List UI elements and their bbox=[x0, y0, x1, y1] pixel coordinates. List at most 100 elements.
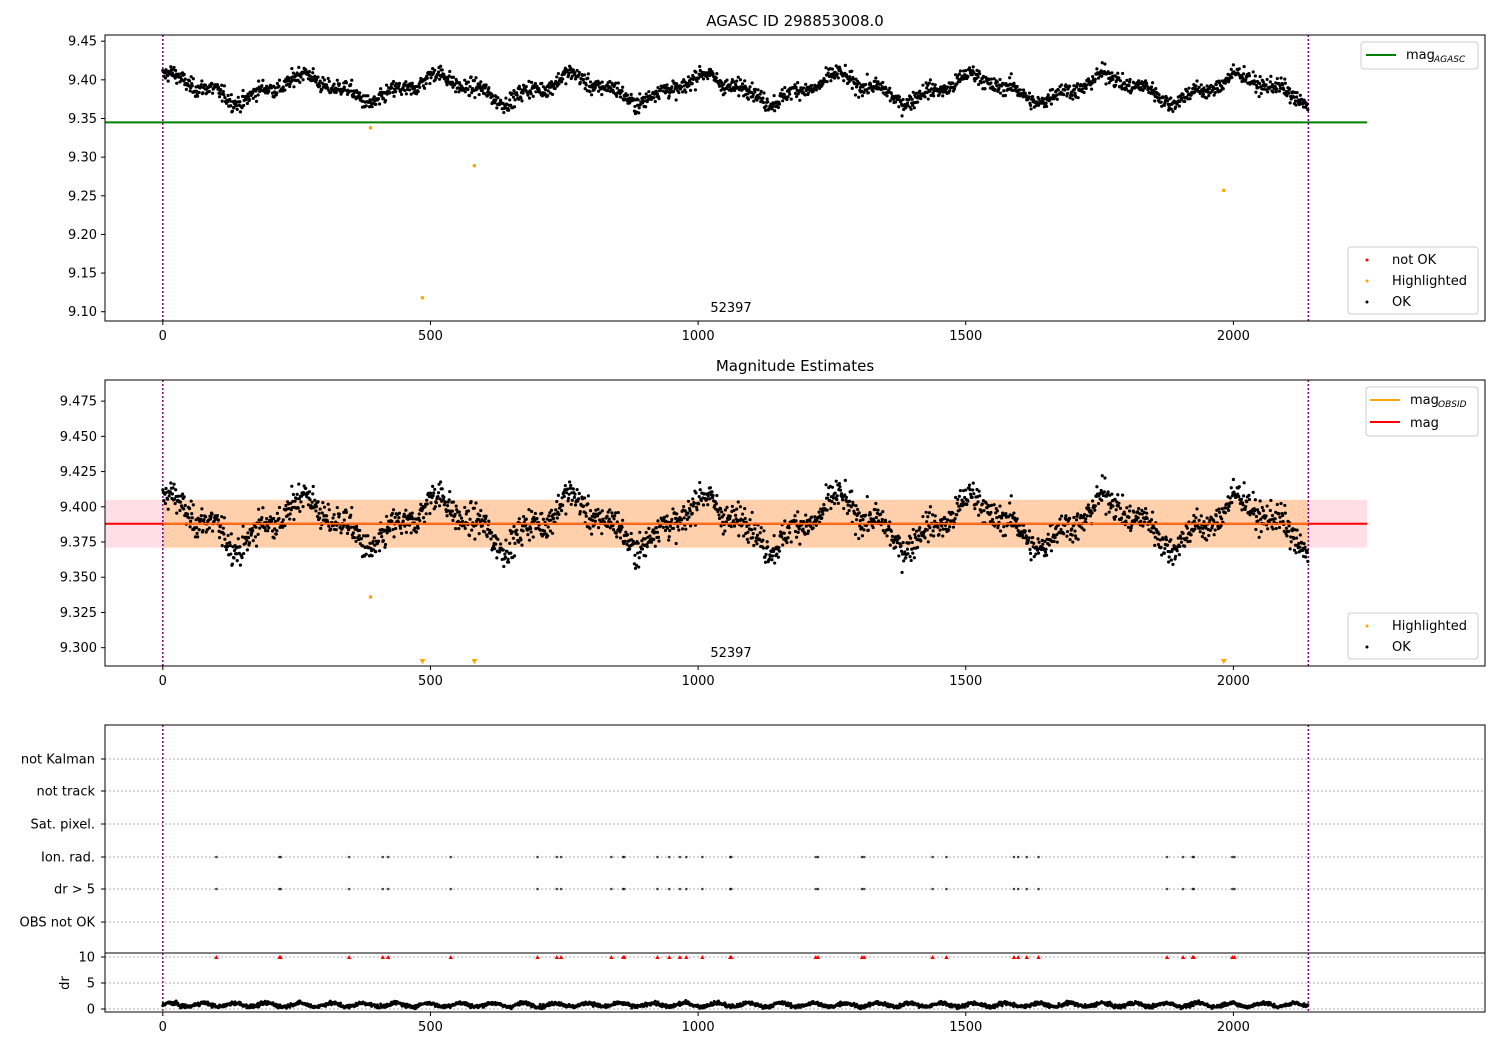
ok-point bbox=[725, 78, 729, 82]
ok-point bbox=[436, 70, 441, 74]
ok-point bbox=[897, 105, 901, 109]
legend-bottom: not OK Highlighted OK bbox=[1347, 246, 1479, 315]
ok-point bbox=[848, 75, 852, 79]
ok-point bbox=[417, 512, 421, 516]
ok-point bbox=[577, 73, 581, 78]
ok-point bbox=[1294, 103, 1298, 107]
ok-point bbox=[275, 511, 279, 515]
ok-point bbox=[738, 78, 742, 82]
ok-point bbox=[1171, 562, 1175, 566]
ok-point bbox=[1062, 93, 1066, 97]
ok-point bbox=[968, 492, 973, 496]
ok-point bbox=[686, 75, 691, 79]
ok-point bbox=[943, 517, 947, 521]
highlighted-point bbox=[1221, 188, 1226, 193]
ok-point bbox=[647, 526, 651, 530]
ok-point bbox=[506, 557, 510, 561]
ok-point bbox=[566, 499, 570, 503]
ok-point bbox=[195, 531, 199, 535]
ok-point bbox=[1009, 72, 1013, 76]
ok-point bbox=[794, 85, 798, 90]
y-tick-label: 9.45 bbox=[68, 35, 97, 50]
ok-point bbox=[447, 498, 451, 502]
ok-point bbox=[1074, 518, 1079, 522]
ok-point bbox=[487, 86, 491, 90]
ok-point bbox=[913, 532, 917, 537]
ok-point bbox=[691, 497, 695, 501]
ok-point bbox=[643, 95, 647, 100]
ok-point bbox=[304, 68, 308, 72]
ok-point bbox=[874, 501, 878, 506]
ok-point bbox=[1244, 78, 1248, 82]
ok-point bbox=[1183, 99, 1187, 104]
legend-top: mag OBSID mag bbox=[1365, 386, 1479, 437]
ok-point bbox=[555, 499, 559, 504]
ok-point bbox=[1278, 515, 1282, 519]
ok-point bbox=[868, 82, 873, 86]
ok-point bbox=[388, 91, 392, 95]
ok-point bbox=[273, 86, 277, 90]
ok-point bbox=[1003, 533, 1007, 538]
ok-point bbox=[930, 87, 934, 91]
ok-point bbox=[1019, 530, 1024, 534]
ok-point bbox=[1104, 82, 1108, 86]
ok-point bbox=[595, 514, 600, 518]
ok-point bbox=[507, 560, 511, 564]
ok-point bbox=[1304, 555, 1308, 559]
flag-point bbox=[1025, 887, 1029, 891]
ok-point bbox=[953, 495, 958, 500]
ok-point bbox=[625, 93, 630, 97]
ok-point bbox=[311, 67, 315, 71]
ok-point bbox=[553, 86, 557, 91]
ok-point bbox=[711, 71, 715, 76]
ok-point bbox=[687, 83, 691, 88]
flag-point bbox=[279, 855, 282, 859]
ok-point bbox=[1059, 527, 1063, 532]
ok-point bbox=[1189, 93, 1193, 97]
ok-point bbox=[246, 95, 251, 99]
ok-point bbox=[818, 514, 822, 518]
ok-point bbox=[1149, 85, 1154, 89]
ok-point bbox=[808, 524, 813, 528]
ok-point bbox=[908, 555, 912, 559]
ok-point bbox=[468, 85, 472, 89]
ok-point bbox=[697, 502, 701, 506]
flag-point bbox=[610, 855, 613, 859]
ok-point bbox=[442, 495, 446, 499]
ok-point bbox=[891, 540, 896, 545]
ok-point bbox=[1187, 86, 1191, 90]
ok-point bbox=[778, 530, 783, 534]
legend-marker bbox=[1365, 300, 1369, 304]
ok-point bbox=[247, 97, 252, 102]
ok-point bbox=[1008, 501, 1012, 505]
ok-point bbox=[806, 529, 810, 533]
ok-point bbox=[1044, 547, 1048, 551]
ok-point bbox=[728, 517, 732, 521]
ok-point bbox=[894, 545, 898, 549]
ok-point bbox=[350, 506, 354, 510]
ok-point bbox=[1080, 526, 1084, 530]
ok-point bbox=[706, 77, 710, 81]
ok-point bbox=[772, 534, 776, 538]
ok-point bbox=[968, 487, 972, 492]
ok-point bbox=[849, 505, 853, 509]
ok-point bbox=[675, 512, 679, 516]
ok-point bbox=[761, 100, 766, 105]
ok-point bbox=[909, 536, 913, 540]
ok-point bbox=[332, 82, 336, 86]
ok-point bbox=[621, 85, 625, 89]
ok-point bbox=[257, 507, 261, 511]
ok-point bbox=[1102, 490, 1107, 494]
ok-point bbox=[295, 71, 299, 75]
ok-point bbox=[588, 508, 593, 513]
ok-point bbox=[989, 510, 993, 515]
ok-point bbox=[803, 93, 807, 97]
ok-point bbox=[413, 526, 417, 530]
ok-point bbox=[866, 91, 870, 95]
ok-point bbox=[313, 498, 317, 502]
ok-point bbox=[795, 535, 799, 539]
ok-point bbox=[1091, 75, 1095, 79]
ok-point bbox=[437, 504, 442, 508]
ok-point bbox=[901, 540, 905, 545]
ok-point bbox=[1100, 74, 1104, 78]
